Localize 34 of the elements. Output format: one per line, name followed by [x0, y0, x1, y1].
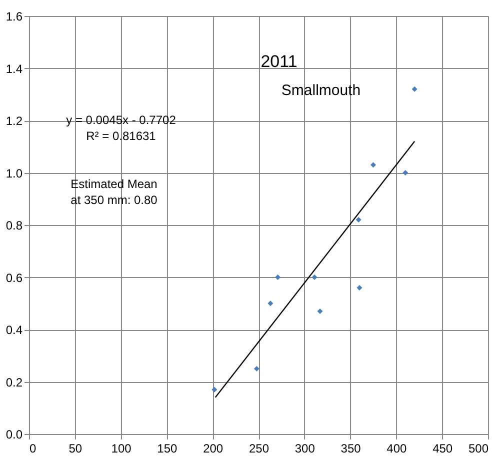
y-tick-label: 1.0 [6, 166, 23, 180]
y-tick-label: 0.6 [6, 270, 23, 285]
x-tick-label: 350 [340, 442, 362, 456]
y-tick-label: 1.4 [6, 62, 23, 76]
point [254, 366, 260, 372]
point [317, 308, 323, 314]
x-tick-label: 150 [157, 442, 178, 456]
x-tick-label: 500 [468, 442, 489, 456]
annotation: Estimated Mean at 350 mm: 0.80 [70, 177, 158, 207]
annotation: y = 0.0045x - 0.7702 R² = 0.81631 [66, 113, 176, 143]
x-tick-label: 400 [386, 442, 408, 456]
point [212, 386, 218, 392]
text: Smallmouth [281, 82, 361, 99]
point [275, 274, 281, 280]
y-tick-label: 0.2 [6, 375, 23, 390]
point [370, 162, 376, 168]
x-tick-label: 200 [203, 442, 224, 456]
point [356, 284, 362, 290]
x-tick-label: 300 [294, 442, 316, 456]
y-tick-label: 0.4 [6, 323, 23, 337]
y-tick-label: 1.6 [6, 10, 23, 24]
x-tick-label: 0 [30, 442, 36, 456]
y-tick-label: 0.0 [6, 428, 23, 442]
point [268, 300, 274, 306]
y-tick-label: 0.8 [6, 218, 23, 232]
point [402, 170, 408, 176]
x-tick-label: 450 [432, 442, 453, 456]
point [356, 217, 362, 223]
y-tick-label: 1.2 [6, 114, 23, 128]
x-tick-label: 250 [248, 442, 270, 456]
x-tick-label: 50 [68, 442, 82, 456]
text: 2011 [260, 52, 298, 71]
x-tick-label: 100 [111, 442, 132, 456]
point [412, 86, 418, 92]
